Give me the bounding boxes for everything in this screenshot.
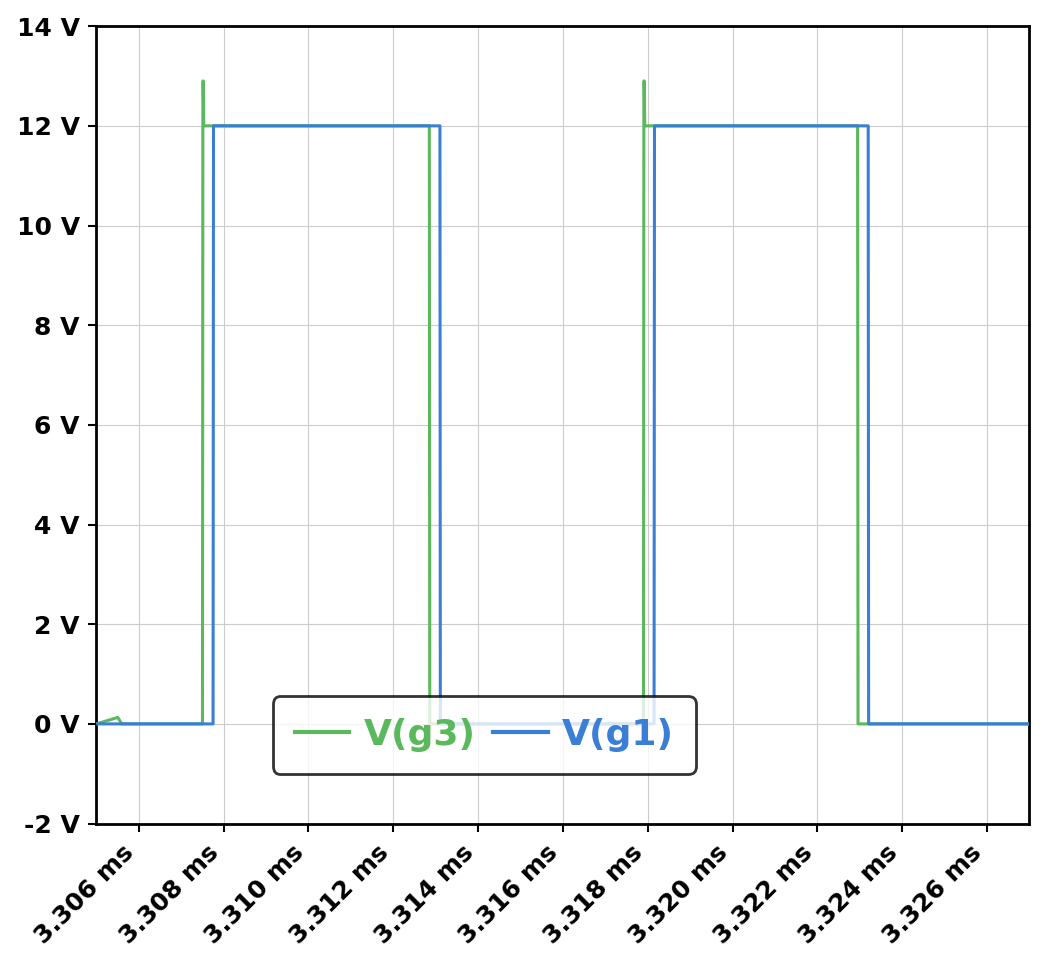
V(g3) bbox=[638, 120, 651, 131]
V(g1) bbox=[1023, 718, 1036, 730]
V(g1) bbox=[647, 718, 660, 730]
V(g3) bbox=[116, 718, 129, 730]
V(g3) bbox=[197, 75, 209, 87]
V(g1) bbox=[862, 120, 874, 131]
Legend: V(g3), V(g1): V(g3), V(g1) bbox=[273, 697, 696, 774]
V(g3) bbox=[638, 75, 651, 87]
V(g1) bbox=[90, 718, 103, 730]
V(g1) bbox=[649, 120, 661, 131]
V(g3) bbox=[851, 120, 864, 131]
V(g3) bbox=[851, 718, 864, 730]
Line: V(g3): V(g3) bbox=[96, 81, 1029, 724]
V(g3) bbox=[198, 120, 210, 131]
V(g1) bbox=[862, 718, 874, 730]
V(g1) bbox=[207, 718, 220, 730]
V(g3) bbox=[423, 120, 435, 131]
V(g3) bbox=[637, 718, 650, 730]
V(g1) bbox=[434, 120, 447, 131]
V(g1) bbox=[207, 120, 220, 131]
V(g3) bbox=[1023, 718, 1036, 730]
V(g1) bbox=[434, 718, 447, 730]
V(g3) bbox=[197, 718, 209, 730]
V(g3) bbox=[90, 718, 103, 730]
Line: V(g1): V(g1) bbox=[96, 125, 1029, 724]
V(g3) bbox=[197, 75, 209, 87]
V(g3) bbox=[424, 718, 436, 730]
V(g3) bbox=[111, 711, 123, 723]
V(g3) bbox=[638, 75, 651, 87]
